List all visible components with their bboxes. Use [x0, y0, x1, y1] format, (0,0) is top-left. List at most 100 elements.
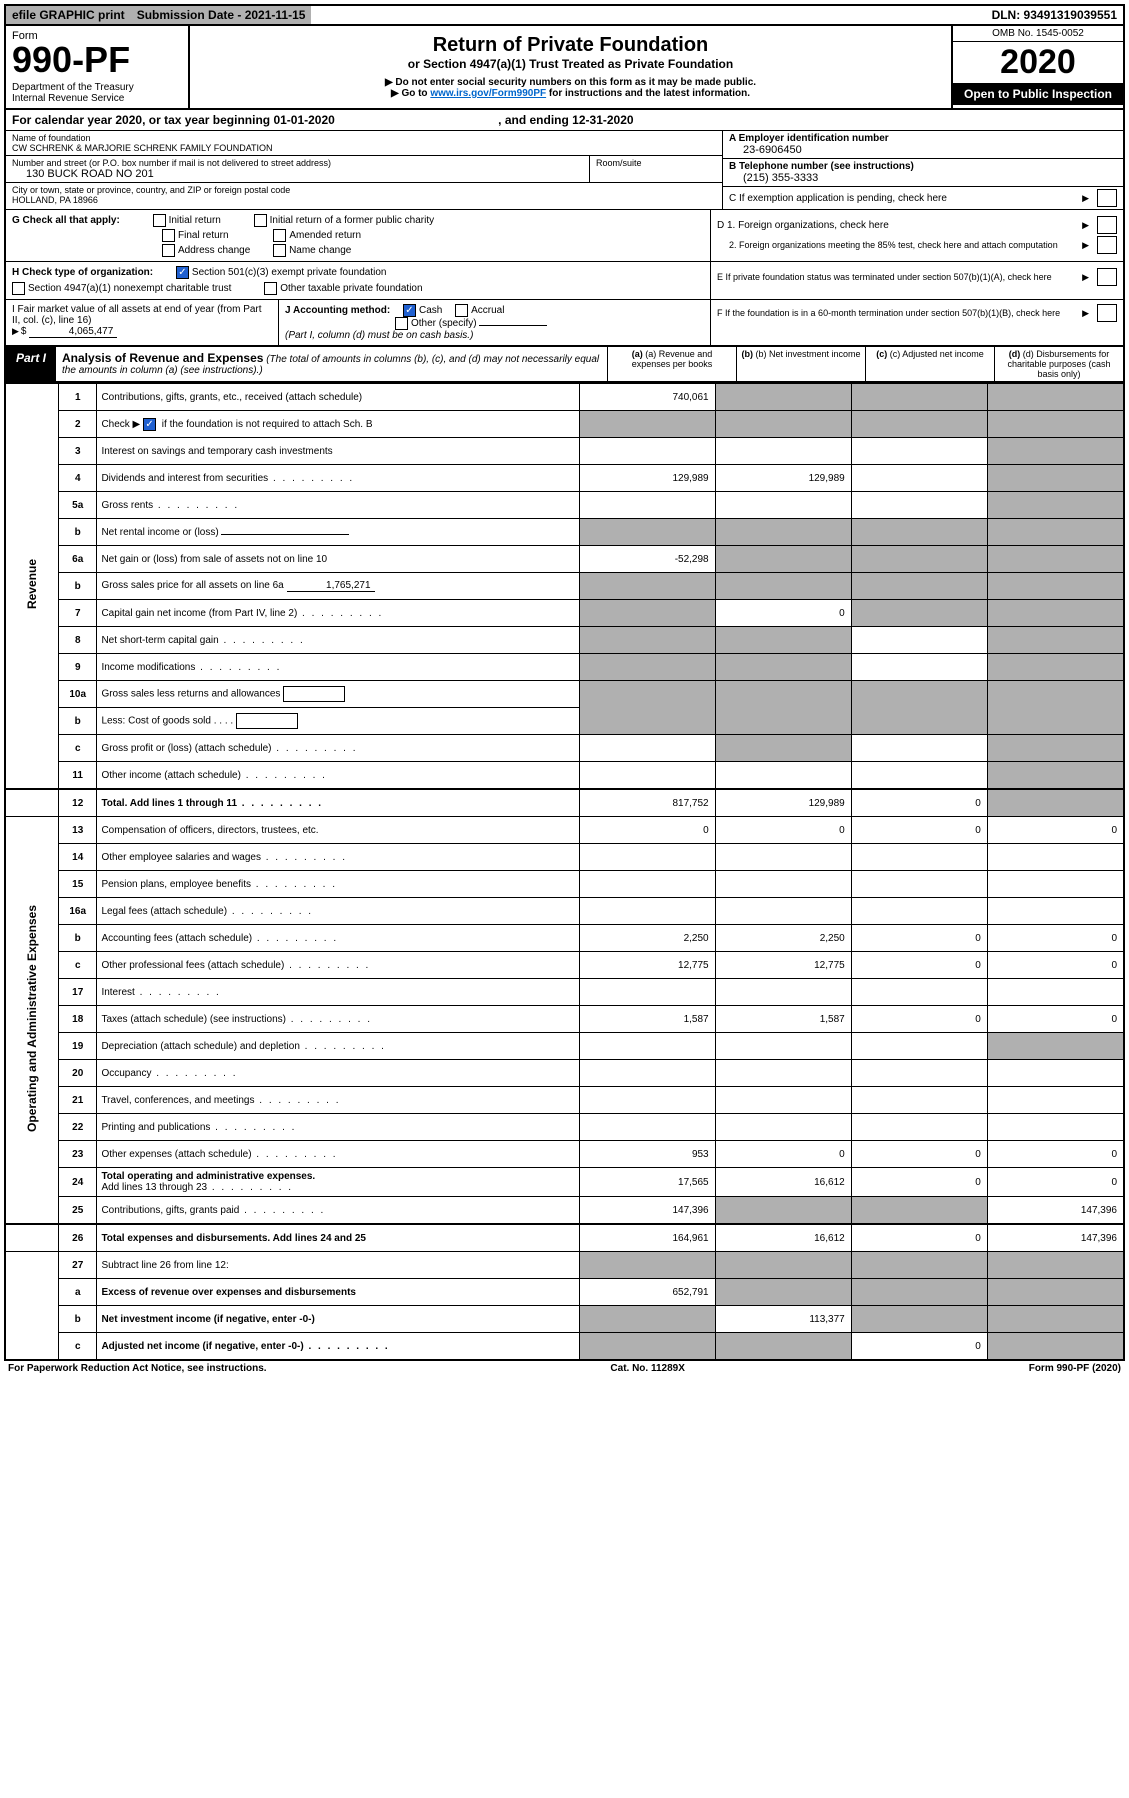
table-row: 19Depreciation (attach schedule) and dep… — [5, 1033, 1124, 1060]
table-row: cAdjusted net income (if negative, enter… — [5, 1333, 1124, 1361]
footer-mid: Cat. No. 11289X — [610, 1363, 684, 1374]
e-checkbox[interactable] — [1097, 268, 1117, 286]
foundation-name: CW SCHRENK & MARJORIE SCHRENK FAMILY FOU… — [12, 143, 716, 153]
table-row: 22Printing and publications — [5, 1114, 1124, 1141]
addr-label: Number and street (or P.O. box number if… — [12, 158, 583, 168]
irs-label: Internal Revenue Service — [12, 93, 182, 104]
cb-schb[interactable]: ✓ — [143, 418, 156, 431]
form-subtitle: or Section 4947(a)(1) Trust Treated as P… — [200, 57, 941, 71]
cb-accrual[interactable] — [455, 304, 468, 317]
tel-value: (215) 355-3333 — [729, 172, 1117, 184]
irs-link[interactable]: www.irs.gov/Form990PF — [430, 88, 546, 99]
g-label: G Check all that apply: — [12, 215, 120, 226]
table-row: 7Capital gain net income (from Part IV, … — [5, 600, 1124, 627]
c-label: C If exemption application is pending, c… — [729, 193, 947, 204]
form-note-1: ▶ Do not enter social security numbers o… — [200, 77, 941, 88]
table-row: 4Dividends and interest from securities1… — [5, 465, 1124, 492]
page-footer: For Paperwork Reduction Act Notice, see … — [4, 1361, 1125, 1376]
cb-other-method[interactable] — [395, 317, 408, 330]
table-row: 12Total. Add lines 1 through 11817,75212… — [5, 789, 1124, 817]
cb-501c3[interactable]: ✓ — [176, 266, 189, 279]
j-label: J Accounting method: — [285, 305, 390, 316]
ein-value: 23-6906450 — [729, 144, 1117, 156]
col-c-header: (c) (c) Adjusted net income — [865, 347, 994, 381]
part1-title: Analysis of Revenue and Expenses — [62, 351, 263, 365]
part1-table: Revenue 1 Contributions, gifts, grants, … — [4, 383, 1125, 1361]
cb-addr-change[interactable] — [162, 244, 175, 257]
i-label: I Fair market value of all assets at end… — [12, 304, 262, 326]
table-row: 23Other expenses (attach schedule)953000 — [5, 1141, 1124, 1168]
table-row: 5aGross rents — [5, 492, 1124, 519]
cb-initial-former[interactable] — [254, 214, 267, 227]
d1-label: D 1. Foreign organizations, check here — [717, 220, 1082, 231]
foundation-info: Name of foundation CW SCHRENK & MARJORIE… — [4, 131, 1125, 210]
footer-right: Form 990-PF (2020) — [1029, 1363, 1121, 1374]
omb-number: OMB No. 1545-0052 — [953, 26, 1123, 42]
col-d-header: (d) (d) Disbursements for charitable pur… — [994, 347, 1123, 381]
table-row: 17Interest — [5, 979, 1124, 1006]
table-row: 26Total expenses and disbursements. Add … — [5, 1224, 1124, 1252]
table-row: 9Income modifications — [5, 654, 1124, 681]
form-title: Return of Private Foundation — [200, 34, 941, 57]
e-label: E If private foundation status was termi… — [717, 272, 1082, 282]
cb-cash[interactable]: ✓ — [403, 304, 416, 317]
dln: DLN: 93491319039551 — [986, 6, 1123, 24]
table-row: 15Pension plans, employee benefits — [5, 871, 1124, 898]
dept-label: Department of the Treasury — [12, 82, 182, 93]
arrow-icon — [1082, 193, 1091, 204]
name-label: Name of foundation — [12, 133, 716, 143]
form-number: 990-PF — [12, 42, 182, 78]
f-label: F If the foundation is in a 60-month ter… — [717, 308, 1082, 318]
calendar-year-row: For calendar year 2020, or tax year begi… — [4, 110, 1125, 131]
footer-left: For Paperwork Reduction Act Notice, see … — [8, 1363, 267, 1374]
part1-label: Part I — [6, 347, 56, 381]
revenue-side-label: Revenue — [5, 384, 59, 790]
table-row: bAccounting fees (attach schedule)2,2502… — [5, 925, 1124, 952]
d2-checkbox[interactable] — [1097, 236, 1117, 254]
efile-label: efile GRAPHIC print — [6, 6, 131, 24]
h-block: H Check type of organization: ✓Section 5… — [4, 262, 1125, 300]
table-row: 16aLegal fees (attach schedule) — [5, 898, 1124, 925]
j-note: (Part I, column (d) must be on cash basi… — [285, 330, 473, 341]
open-public-badge: Open to Public Inspection — [953, 83, 1123, 105]
cb-initial[interactable] — [153, 214, 166, 227]
table-row: cOther professional fees (attach schedul… — [5, 952, 1124, 979]
c-checkbox[interactable] — [1097, 189, 1117, 207]
table-row: 25Contributions, gifts, grants paid147,3… — [5, 1197, 1124, 1225]
table-row: cGross profit or (loss) (attach schedule… — [5, 735, 1124, 762]
submission-date: Submission Date - 2021-11-15 — [131, 6, 312, 24]
table-row: 27Subtract line 26 from line 12: — [5, 1252, 1124, 1279]
table-row: bNet investment income (if negative, ent… — [5, 1306, 1124, 1333]
cb-name-change[interactable] — [273, 244, 286, 257]
table-row: 18Taxes (attach schedule) (see instructi… — [5, 1006, 1124, 1033]
cb-amended[interactable] — [273, 229, 286, 242]
form-note-2: ▶ Go to www.irs.gov/Form990PF for instru… — [200, 88, 941, 99]
h-label: H Check type of organization: — [12, 267, 153, 278]
table-row: Operating and Administrative Expenses 13… — [5, 817, 1124, 844]
table-row: aExcess of revenue over expenses and dis… — [5, 1279, 1124, 1306]
table-row: 20Occupancy — [5, 1060, 1124, 1087]
table-row: Revenue 1 Contributions, gifts, grants, … — [5, 384, 1124, 411]
tel-label: B Telephone number (see instructions) — [729, 161, 1117, 172]
form-header: Form 990-PF Department of the Treasury I… — [4, 26, 1125, 110]
d2-label: 2. Foreign organizations meeting the 85%… — [717, 240, 1082, 250]
ein-label: A Employer identification number — [729, 133, 1117, 144]
ijf-block: I Fair market value of all assets at end… — [4, 300, 1125, 347]
f-checkbox[interactable] — [1097, 304, 1117, 322]
table-row: 24Total operating and administrative exp… — [5, 1168, 1124, 1197]
d1-checkbox[interactable] — [1097, 216, 1117, 234]
table-row: 3Interest on savings and temporary cash … — [5, 438, 1124, 465]
cb-final[interactable] — [162, 229, 175, 242]
table-row: bGross sales price for all assets on lin… — [5, 573, 1124, 600]
cb-other-tax[interactable] — [264, 282, 277, 295]
i-value: 4,065,477 — [29, 326, 117, 338]
cb-4947[interactable] — [12, 282, 25, 295]
expenses-side-label: Operating and Administrative Expenses — [5, 817, 59, 1225]
city-state-zip: HOLLAND, PA 18966 — [12, 195, 716, 205]
col-a-header: (a) (a) Revenue and expenses per books — [607, 347, 736, 381]
table-row: 2 Check ▶ ✓ if the foundation is not req… — [5, 411, 1124, 438]
table-row: 10aGross sales less returns and allowanc… — [5, 681, 1124, 708]
g-block: G Check all that apply: Initial return I… — [4, 210, 1125, 262]
table-row: 14Other employee salaries and wages — [5, 844, 1124, 871]
part1-header: Part I Analysis of Revenue and Expenses … — [4, 347, 1125, 383]
